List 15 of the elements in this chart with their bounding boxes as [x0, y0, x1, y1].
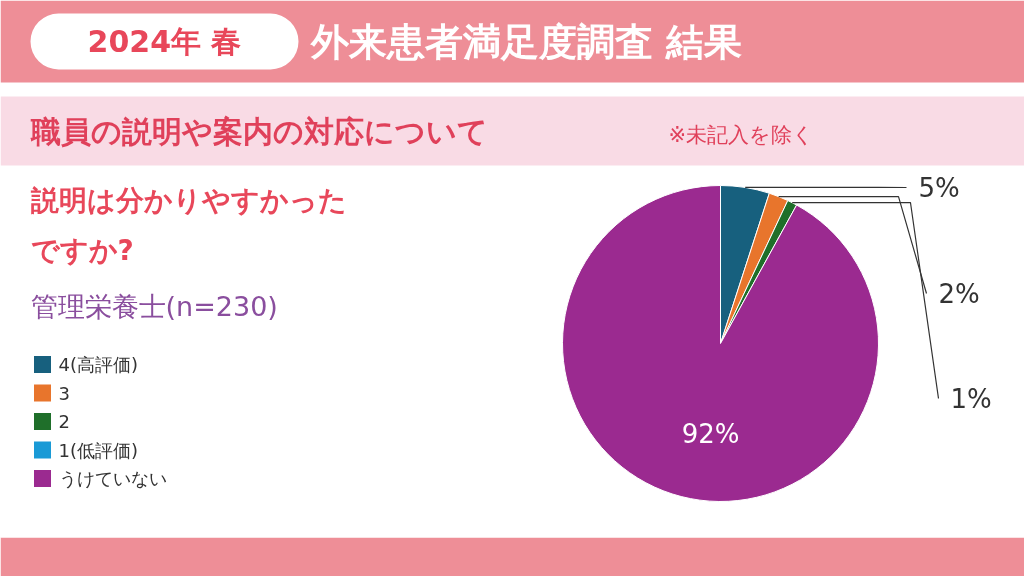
- legend-label: 4(高評価): [58, 354, 138, 375]
- data-label: 5%: [918, 172, 960, 203]
- chart-title: 外来患者満足度調査 結果: [309, 19, 742, 64]
- data-label: 2%: [938, 278, 980, 309]
- text: ※未記入を除く: [668, 122, 815, 147]
- text: 管理栄養士(n=230): [30, 291, 278, 322]
- text: 説明は分かりやすかったですか?: [29, 184, 347, 267]
- data-label: 1%: [950, 383, 992, 414]
- chart-subtitle: 職員の説明や案内の対応について: [29, 114, 488, 149]
- legend-label: うけていない: [58, 468, 167, 489]
- text: 2024年 春: [87, 24, 242, 59]
- data-label: 92%: [681, 418, 740, 449]
- legend-label: 1(低評価): [58, 439, 138, 461]
- legend-label: 2: [58, 411, 70, 432]
- legend-label: 3: [58, 382, 70, 404]
